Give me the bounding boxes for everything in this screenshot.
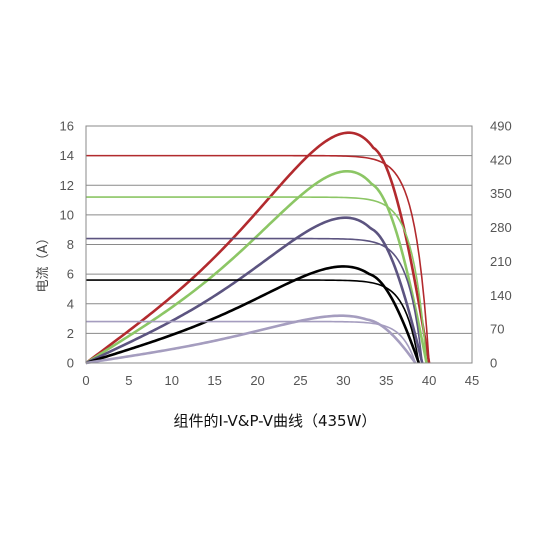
curves bbox=[85, 131, 431, 365]
x-tick-label: 15 bbox=[207, 373, 221, 388]
y2-tick-label: 350 bbox=[490, 186, 512, 201]
y-tick-label: 12 bbox=[60, 178, 74, 193]
y-axis-label: 电流（A） bbox=[36, 232, 51, 293]
y-tick-label: 16 bbox=[60, 119, 74, 134]
iv-curve bbox=[85, 320, 417, 364]
y-tick-label: 14 bbox=[60, 148, 74, 163]
iv-curve bbox=[85, 237, 424, 364]
y-tick-label: 6 bbox=[67, 267, 74, 282]
plot-frame bbox=[85, 125, 473, 364]
y2-tick-label: 0 bbox=[490, 356, 497, 371]
x-tick-label: 5 bbox=[125, 373, 132, 388]
y-tick-label: 10 bbox=[60, 207, 74, 222]
pv-curve bbox=[85, 314, 417, 365]
pv-curve bbox=[85, 169, 428, 365]
x-tick-label: 20 bbox=[250, 373, 264, 388]
x-tick-label: 10 bbox=[165, 373, 179, 388]
y2-tick-label: 140 bbox=[490, 288, 512, 303]
x-axis-ticks: 0 5 10 15 20 25 30 35 40 45 bbox=[82, 373, 479, 388]
y2-axis-ticks: 0 70 140 210 280 350 420 490 bbox=[490, 119, 512, 371]
x-tick-label: 35 bbox=[379, 373, 393, 388]
x-tick-label: 0 bbox=[82, 373, 89, 388]
y-tick-label: 8 bbox=[67, 237, 74, 252]
iv-curve bbox=[86, 279, 420, 364]
y2-tick-label: 420 bbox=[490, 152, 512, 167]
y2-tick-label: 70 bbox=[490, 322, 504, 337]
pv-curve bbox=[85, 216, 424, 365]
y-axis-ticks: 0 2 4 6 8 10 12 14 16 bbox=[60, 119, 74, 371]
y-tick-label: 2 bbox=[67, 326, 74, 341]
pv-curve bbox=[85, 131, 431, 365]
x-tick-label: 45 bbox=[465, 373, 479, 388]
y2-tick-label: 280 bbox=[490, 220, 512, 235]
y2-tick-label: 210 bbox=[490, 254, 512, 269]
x-tick-label: 40 bbox=[422, 373, 436, 388]
chart-caption: 组件的I-V&P-V曲线（435W） bbox=[173, 412, 377, 430]
y2-tick-label: 490 bbox=[490, 119, 512, 134]
iv-curve bbox=[86, 196, 428, 364]
y-tick-label: 4 bbox=[67, 296, 74, 311]
y-tick-label: 0 bbox=[67, 356, 74, 371]
x-tick-label: 25 bbox=[293, 373, 307, 388]
x-tick-label: 30 bbox=[336, 373, 350, 388]
iv-curve bbox=[86, 154, 430, 364]
pv-curve bbox=[85, 265, 421, 365]
